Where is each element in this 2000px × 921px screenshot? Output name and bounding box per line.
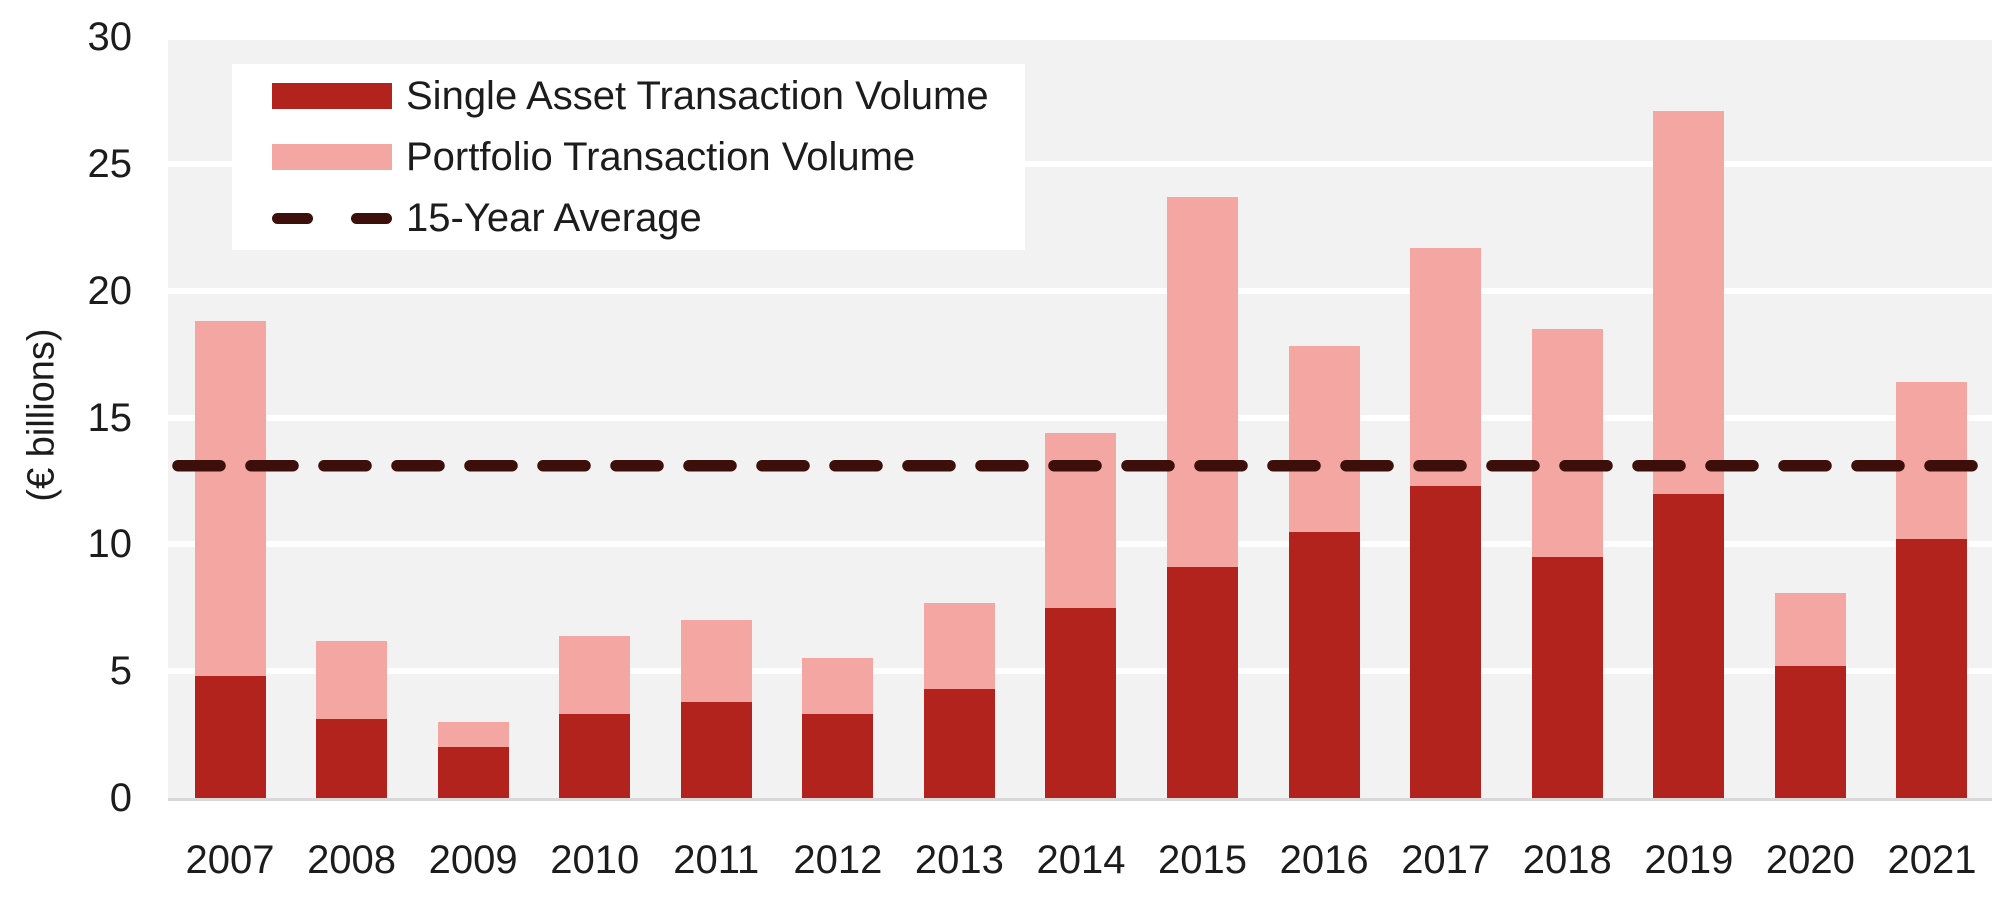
dash-icon <box>272 212 313 224</box>
x-axis-label-2019: 2019 <box>1644 838 1734 882</box>
x-axis-label-2008: 2008 <box>307 838 397 882</box>
bar-2018-single-asset <box>1531 557 1603 798</box>
gridline-30 <box>168 34 1992 40</box>
bar-2012-portfolio <box>802 658 874 715</box>
legend-label-single-asset: Single Asset Transaction Volume <box>406 74 989 118</box>
y-axis-tick-20: 20 <box>87 268 133 313</box>
x-axis-label-2021: 2021 <box>1887 838 1977 882</box>
legend: Single Asset Transaction Volume Portfoli… <box>232 64 1025 250</box>
y-axis-tick-15: 15 <box>87 395 133 440</box>
x-axis-label-2010: 2010 <box>550 838 640 882</box>
bar-2016-portfolio <box>1288 346 1360 532</box>
legend-item-average: 15-Year Average <box>272 188 1025 249</box>
x-axis-label-2018: 2018 <box>1522 838 1612 882</box>
x-axis-label-2009: 2009 <box>428 838 518 882</box>
x-axis-label-2013: 2013 <box>914 838 1004 882</box>
legend-label-average: 15-Year Average <box>406 196 702 240</box>
bar-2009-single-asset <box>437 747 509 798</box>
y-axis-tick-5: 5 <box>109 649 132 694</box>
legend-swatch-single-asset <box>272 83 392 109</box>
bar-2020-portfolio <box>1774 592 1846 667</box>
bar-2019-portfolio <box>1653 110 1725 494</box>
legend-label-portfolio: Portfolio Transaction Volume <box>406 135 916 179</box>
y-axis-tick-30: 30 <box>87 15 133 59</box>
bar-2015-single-asset <box>1167 567 1239 798</box>
legend-item-single-asset: Single Asset Transaction Volume <box>272 66 1025 127</box>
y-axis-tick-10: 10 <box>87 522 133 567</box>
x-axis-label-2020: 2020 <box>1765 838 1855 882</box>
bar-2010-single-asset <box>559 714 631 798</box>
gridline-20 <box>168 287 1992 294</box>
bar-2014-portfolio <box>1045 432 1117 608</box>
legend-item-portfolio: Portfolio Transaction Volume <box>272 127 1025 188</box>
bar-2012-single-asset <box>802 714 874 798</box>
x-axis-label-2016: 2016 <box>1279 838 1369 882</box>
x-axis-label-2017: 2017 <box>1401 838 1491 882</box>
x-axis-label-2014: 2014 <box>1036 838 1126 882</box>
bar-2014-single-asset <box>1045 607 1117 798</box>
bar-2013-single-asset <box>923 688 995 798</box>
dash-icon <box>351 212 392 224</box>
gridline-15 <box>168 414 1992 421</box>
bar-2021-single-asset <box>1896 539 1968 798</box>
y-axis-tick-25: 25 <box>87 141 133 186</box>
bar-2020-single-asset <box>1774 666 1846 798</box>
bar-2011-single-asset <box>680 701 752 798</box>
x-axis-label-2012: 2012 <box>793 838 883 882</box>
bar-2007-portfolio <box>194 321 266 677</box>
bar-2016-single-asset <box>1288 531 1360 798</box>
bar-2017-portfolio <box>1410 247 1482 486</box>
bar-2015-portfolio <box>1167 196 1239 568</box>
x-axis-baseline <box>168 798 1992 801</box>
x-axis-label-2015: 2015 <box>1158 838 1248 882</box>
y-axis-tick-0: 0 <box>109 776 132 820</box>
bar-2010-portfolio <box>559 635 631 715</box>
bar-2011-portfolio <box>680 620 752 702</box>
bar-2007-single-asset <box>194 676 266 798</box>
bar-2009-portfolio <box>437 721 509 748</box>
legend-swatch-portfolio <box>272 144 392 170</box>
bar-2008-single-asset <box>316 719 388 798</box>
x-axis-label-2007: 2007 <box>185 838 275 882</box>
bar-2008-portfolio <box>316 640 388 720</box>
bar-2018-portfolio <box>1531 328 1603 557</box>
gridline-25 <box>168 160 1992 167</box>
bar-2013-portfolio <box>923 602 995 689</box>
bar-2021-portfolio <box>1896 381 1968 540</box>
bar-2017-single-asset <box>1410 485 1482 798</box>
x-axis-label-2011: 2011 <box>673 838 760 882</box>
bar-2019-single-asset <box>1653 493 1725 798</box>
legend-dash-sample-icon <box>272 212 392 224</box>
plot-area <box>168 34 1992 801</box>
